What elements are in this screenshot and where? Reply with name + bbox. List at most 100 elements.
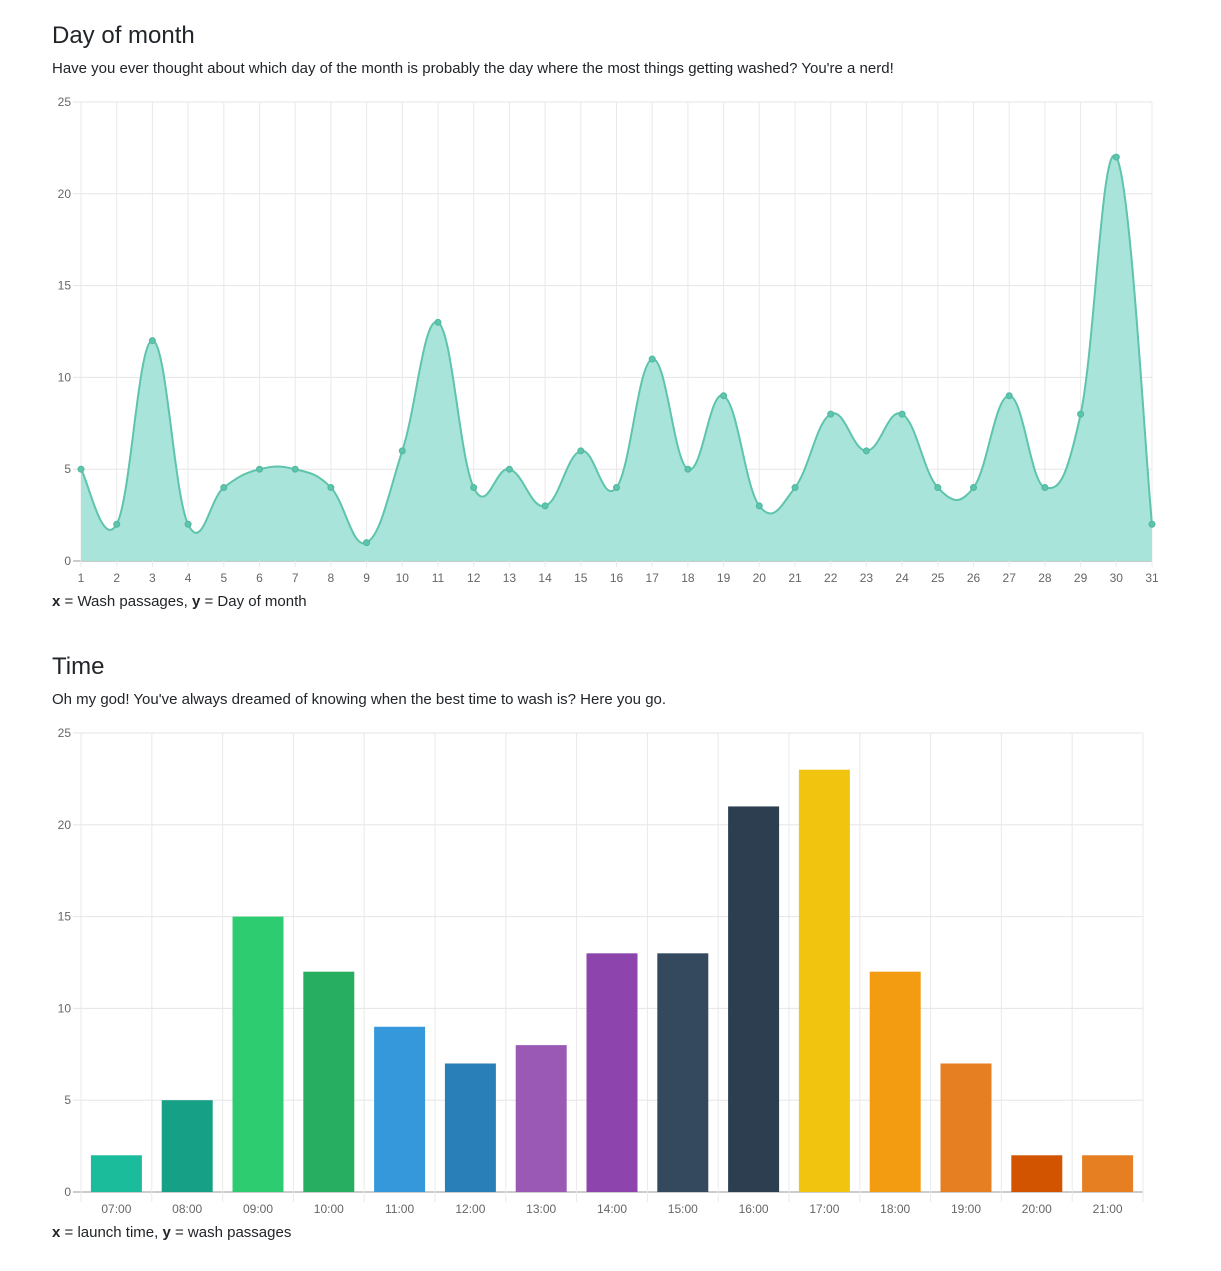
x-tick-label: 1 bbox=[78, 571, 85, 585]
x-tick-label: 2 bbox=[113, 571, 120, 585]
x-tick-label: 17:00 bbox=[809, 1202, 839, 1216]
y-tick-label: 25 bbox=[58, 726, 72, 740]
caption-y-text: = Day of month bbox=[200, 593, 307, 610]
bar bbox=[1082, 1155, 1134, 1192]
caption-x-text: = launch time, bbox=[60, 1224, 163, 1241]
y-tick-label: 5 bbox=[64, 462, 71, 476]
x-tick-label: 15:00 bbox=[668, 1202, 698, 1216]
x-tick-label: 21 bbox=[788, 571, 802, 585]
x-tick-label: 10:00 bbox=[314, 1202, 344, 1216]
data-point bbox=[1077, 410, 1085, 418]
x-tick-label: 08:00 bbox=[172, 1202, 202, 1216]
x-tick-label: 14:00 bbox=[597, 1202, 627, 1216]
axis-caption-time: x = launch time, y = wash passages bbox=[52, 1224, 291, 1241]
x-tick-label: 18:00 bbox=[880, 1202, 910, 1216]
x-tick-label: 28 bbox=[1038, 571, 1052, 585]
x-tick-label: 26 bbox=[967, 571, 981, 585]
y-tick-label: 25 bbox=[58, 95, 72, 109]
data-point bbox=[434, 318, 442, 326]
data-point bbox=[470, 484, 478, 492]
caption-y-key: y bbox=[191, 593, 201, 610]
data-point bbox=[720, 392, 728, 400]
data-point bbox=[113, 520, 121, 528]
bar bbox=[303, 971, 355, 1192]
x-tick-label: 09:00 bbox=[243, 1202, 273, 1216]
data-point bbox=[1005, 392, 1013, 400]
data-point bbox=[220, 484, 228, 492]
y-tick-label: 0 bbox=[64, 1185, 71, 1199]
x-tick-label: 20 bbox=[753, 571, 767, 585]
data-point bbox=[755, 502, 763, 510]
section-title-day-of-month: Day of month bbox=[52, 22, 195, 49]
data-point bbox=[970, 484, 977, 492]
data-point bbox=[77, 465, 85, 473]
bar bbox=[232, 916, 284, 1192]
caption-x-key: x bbox=[52, 593, 61, 610]
bar bbox=[161, 1100, 213, 1192]
data-point bbox=[148, 337, 156, 345]
x-tick-label: 5 bbox=[220, 571, 227, 585]
x-tick-label: 22 bbox=[824, 571, 838, 585]
data-point bbox=[862, 447, 870, 455]
x-tick-label: 30 bbox=[1110, 571, 1124, 585]
data-point bbox=[684, 465, 692, 473]
bar bbox=[586, 953, 638, 1192]
y-axis-ticks: 0 5 10 15 20 25 bbox=[58, 95, 72, 568]
x-tick-label: 23 bbox=[860, 571, 874, 585]
x-tick-label: 12 bbox=[467, 571, 481, 585]
x-tick-label: 15 bbox=[574, 571, 588, 585]
bar bbox=[798, 769, 850, 1192]
chart-grid bbox=[73, 732, 1144, 1202]
x-tick-label: 7 bbox=[292, 571, 299, 585]
data-point bbox=[1148, 520, 1156, 528]
bar bbox=[657, 953, 709, 1192]
axis-caption-day-of-month: x = Wash passages, y = Day of month bbox=[52, 593, 307, 610]
x-tick-label: 24 bbox=[895, 571, 909, 585]
section-title-time: Time bbox=[52, 653, 105, 680]
x-axis-ticks: 1 2 3 4 5 6 7 8 9 10 11 12 13 14 15 16 17 18 19 20 21 22 23 24 2… bbox=[78, 571, 1159, 585]
data-point bbox=[184, 520, 192, 528]
y-tick-label: 10 bbox=[58, 370, 72, 384]
x-tick-label: 31 bbox=[1145, 571, 1159, 585]
bars bbox=[90, 769, 1134, 1192]
x-tick-label: 14 bbox=[538, 571, 552, 585]
x-tick-label: 07:00 bbox=[101, 1202, 131, 1216]
data-point bbox=[577, 447, 585, 455]
data-point bbox=[648, 355, 656, 363]
y-tick-label: 10 bbox=[58, 1001, 72, 1015]
x-tick-label: 6 bbox=[256, 571, 263, 585]
caption-y-text: = wash passages bbox=[170, 1224, 292, 1241]
x-tick-label: 17 bbox=[646, 571, 660, 585]
x-tick-label: 10 bbox=[396, 571, 410, 585]
x-tick-label: 11:00 bbox=[385, 1202, 414, 1216]
data-point bbox=[541, 502, 549, 510]
data-point bbox=[1112, 153, 1120, 161]
y-tick-label: 15 bbox=[58, 279, 72, 293]
bar bbox=[515, 1045, 567, 1192]
data-point bbox=[327, 484, 335, 492]
x-tick-label: 13:00 bbox=[526, 1202, 556, 1216]
y-tick-label: 15 bbox=[58, 910, 72, 924]
data-point bbox=[1041, 484, 1049, 492]
data-point bbox=[934, 484, 942, 492]
y-tick-label: 20 bbox=[58, 187, 72, 201]
x-tick-label: 11 bbox=[432, 571, 445, 585]
data-point bbox=[827, 410, 835, 418]
bar bbox=[374, 1026, 426, 1192]
x-tick-label: 3 bbox=[149, 571, 156, 585]
x-tick-label: 13 bbox=[503, 571, 517, 585]
data-point bbox=[256, 465, 263, 473]
data-point bbox=[898, 410, 906, 418]
caption-x-key: x bbox=[52, 1224, 61, 1241]
bar bbox=[728, 806, 780, 1192]
data-point bbox=[613, 484, 620, 492]
x-tick-label: 20:00 bbox=[1022, 1202, 1052, 1216]
y-tick-label: 0 bbox=[64, 554, 71, 568]
data-point bbox=[398, 447, 406, 455]
bar bbox=[1011, 1155, 1063, 1192]
x-tick-label: 4 bbox=[185, 571, 192, 585]
bar bbox=[940, 1063, 992, 1192]
x-tick-label: 16 bbox=[610, 571, 624, 585]
y-tick-label: 20 bbox=[58, 818, 72, 832]
